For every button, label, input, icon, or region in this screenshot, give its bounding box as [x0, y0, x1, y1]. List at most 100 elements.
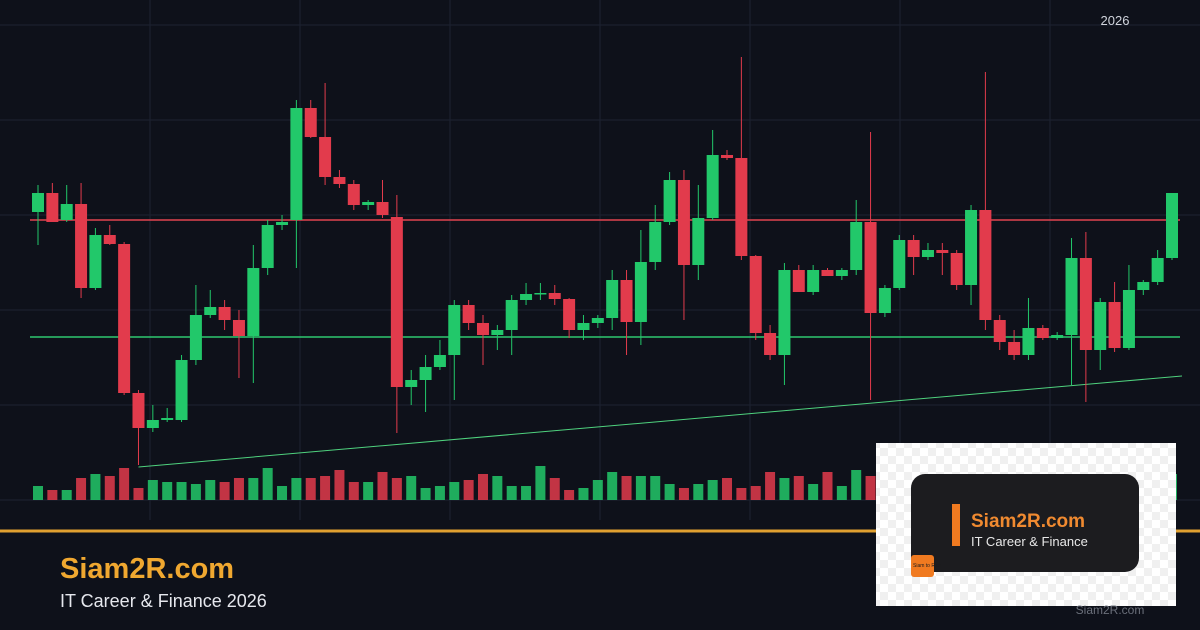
candle-body	[950, 253, 963, 285]
candle-body	[1065, 258, 1078, 335]
candle-body	[563, 299, 576, 330]
volume-bar	[162, 482, 173, 500]
candle-body	[663, 180, 676, 222]
candle-body	[161, 418, 174, 420]
volume-bar	[549, 478, 560, 500]
candle-body	[692, 218, 705, 265]
candle-body	[476, 323, 489, 335]
candle-body	[1094, 302, 1107, 350]
candle-body	[634, 262, 647, 322]
candle-body	[247, 268, 260, 336]
candle-body	[677, 180, 690, 265]
candle-body	[735, 158, 748, 256]
volume-bar	[133, 488, 144, 500]
volume-bar	[521, 486, 532, 500]
candle-body	[218, 307, 231, 320]
candle-body	[591, 318, 604, 323]
candle-body	[1166, 193, 1178, 258]
candle-body	[1079, 258, 1092, 350]
candle-body	[1022, 328, 1035, 355]
candle-body	[749, 256, 762, 333]
volume-bar	[277, 486, 288, 500]
volume-bar	[736, 488, 747, 500]
volume-bar	[564, 490, 575, 500]
candle-body	[319, 137, 332, 177]
candle-body	[405, 380, 418, 387]
candle-body	[1122, 290, 1135, 348]
candle-body	[419, 367, 432, 380]
volume-bar	[434, 486, 445, 500]
candle-body	[60, 204, 73, 220]
volume-bar	[377, 472, 388, 500]
volume-bar	[664, 484, 675, 500]
footer-credit: Siam2R.com	[1076, 603, 1145, 617]
trendline	[138, 375, 1183, 468]
volume-bar	[592, 480, 603, 500]
volume-bar	[793, 476, 804, 500]
brand-title: Siam2R.com	[60, 553, 234, 585]
candle-body	[118, 244, 131, 393]
candle-body	[462, 305, 475, 323]
candle-body	[46, 193, 59, 222]
candle-body	[1137, 282, 1150, 290]
candle-body	[333, 177, 346, 184]
candle-body	[979, 210, 992, 320]
candle-body	[921, 250, 934, 257]
volume-bar	[851, 470, 862, 500]
volume-bar	[492, 476, 503, 500]
volume-bar	[449, 482, 460, 500]
volume-bar	[33, 486, 43, 500]
volume-bar	[348, 482, 359, 500]
candle-body	[204, 307, 217, 315]
candle-body	[620, 280, 633, 322]
card-accent	[952, 504, 960, 546]
volume-bar	[219, 482, 230, 500]
volume-bar	[61, 490, 72, 500]
candle-body	[1036, 328, 1049, 338]
volume-bar	[722, 478, 733, 500]
card-title: Siam2R.com	[971, 511, 1085, 532]
candle-body	[850, 222, 863, 270]
volume-bar	[391, 478, 402, 500]
volume-bar	[836, 486, 847, 500]
volume-bar	[190, 484, 201, 500]
card-icon-label: Siam to Rich	[913, 563, 942, 569]
candle-body	[505, 300, 518, 330]
volume-bar	[233, 478, 244, 500]
candle-body	[347, 184, 360, 205]
candle-body	[32, 193, 44, 212]
candle-body	[878, 288, 891, 313]
candle-body	[1008, 342, 1021, 355]
candle-body	[175, 360, 188, 420]
volume-bar	[176, 482, 187, 500]
volume-bar	[477, 474, 488, 500]
brand-subtitle: IT Career & Finance 2026	[60, 591, 267, 611]
volume-bar	[750, 486, 761, 500]
volume-bar	[90, 474, 101, 500]
volume-bar	[779, 478, 790, 500]
candle-body	[304, 108, 317, 137]
candle-body	[548, 293, 561, 299]
volume-bar	[420, 488, 431, 500]
volume-bar	[865, 476, 876, 500]
volume-bar	[693, 484, 704, 500]
candle-body	[89, 235, 102, 288]
candle-body	[261, 225, 274, 268]
year-label: 2026	[1101, 13, 1130, 28]
candle-body	[706, 155, 719, 218]
volume-bar	[262, 468, 273, 500]
candle-body	[721, 155, 734, 158]
volume-bar	[650, 476, 661, 500]
candle-body	[936, 250, 949, 253]
candle-body	[778, 270, 791, 355]
candle-body	[821, 270, 834, 276]
candle-body	[433, 355, 446, 367]
card	[911, 474, 1139, 572]
candle-body	[649, 222, 662, 262]
volume-bar	[363, 482, 374, 500]
volume-bar	[147, 480, 158, 500]
volume-bar	[635, 476, 646, 500]
candle-body	[276, 222, 289, 225]
volume-bar	[621, 476, 632, 500]
